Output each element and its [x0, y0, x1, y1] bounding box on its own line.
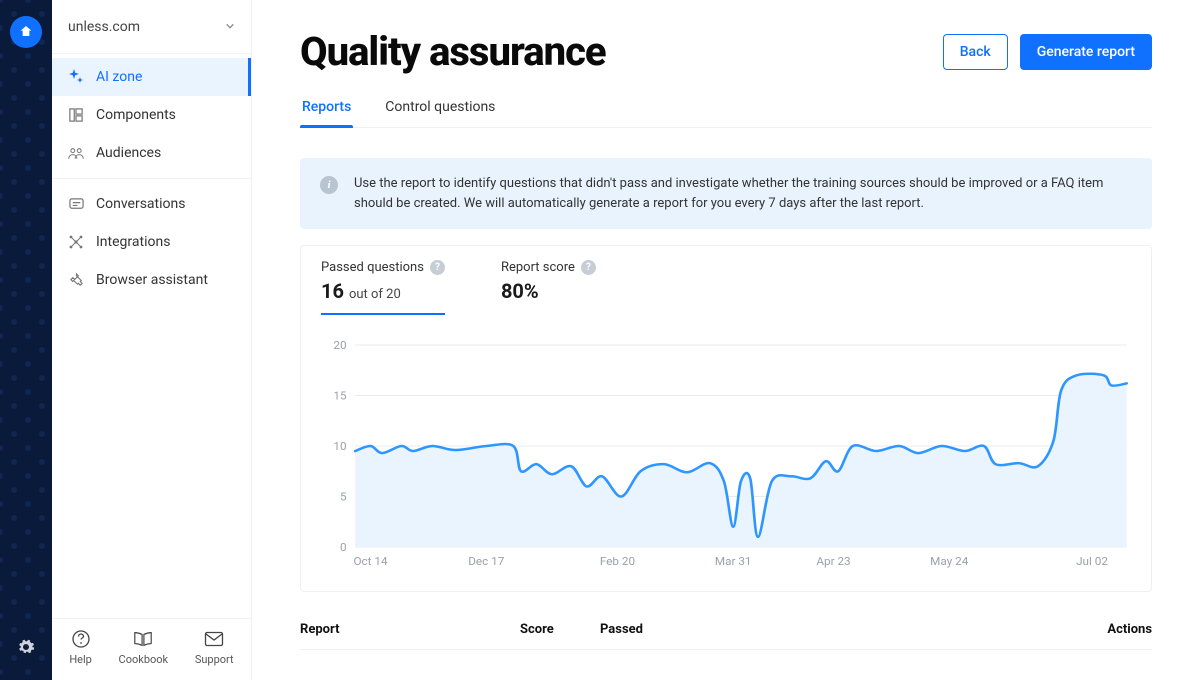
sidebar-footer: Help Cookbook Support	[52, 618, 251, 680]
sidebar-item-label: Browser assistant	[96, 272, 208, 288]
logo-icon	[18, 24, 34, 40]
integrations-icon	[68, 234, 84, 250]
page-title: Quality assurance	[300, 28, 606, 75]
mail-icon	[204, 629, 224, 649]
sparkle-icon	[68, 69, 84, 85]
svg-text:10: 10	[333, 439, 346, 453]
svg-text:5: 5	[340, 490, 347, 504]
settings-button[interactable]	[17, 638, 35, 660]
svg-text:0: 0	[340, 540, 347, 554]
th-passed: Passed	[600, 622, 680, 637]
svg-text:Apr 23: Apr 23	[816, 554, 850, 568]
info-banner: i Use the report to identify questions t…	[300, 158, 1152, 229]
th-actions: Actions	[1072, 622, 1152, 637]
sidebar-item-browser-assistant[interactable]: Browser assistant	[52, 261, 251, 299]
footer-label: Cookbook	[119, 653, 169, 666]
sidebar-item-label: Integrations	[96, 234, 170, 250]
tabs: Reports Control questions	[300, 89, 1152, 128]
chat-icon	[68, 196, 84, 212]
site-selector[interactable]: unless.com	[52, 0, 251, 54]
components-icon	[68, 107, 84, 123]
footer-label: Help	[69, 653, 92, 666]
sidebar-item-audiences[interactable]: Audiences	[52, 134, 251, 172]
svg-text:Oct 14: Oct 14	[353, 554, 388, 568]
metric-score[interactable]: Report score ? 80%	[501, 260, 596, 313]
th-score: Score	[520, 622, 600, 637]
metric-value: 16	[321, 279, 344, 303]
sidebar-item-components[interactable]: Components	[52, 96, 251, 134]
site-name: unless.com	[68, 19, 140, 35]
svg-text:Dec 17: Dec 17	[468, 554, 504, 568]
book-icon	[133, 629, 153, 649]
chart-panel: Passed questions ? 16 out of 20 Report s…	[300, 245, 1152, 592]
svg-text:May 24: May 24	[930, 554, 969, 568]
sidebar-item-label: AI zone	[96, 69, 142, 85]
metric-suffix: out of 20	[349, 287, 401, 302]
app-rail	[0, 0, 52, 680]
chevron-down-icon	[225, 19, 235, 35]
back-button[interactable]: Back	[943, 34, 1008, 70]
metric-label: Passed questions	[321, 260, 424, 275]
help-tooltip-icon[interactable]: ?	[581, 260, 596, 275]
sidebar-item-label: Audiences	[96, 145, 161, 161]
gear-icon	[17, 638, 35, 656]
svg-text:15: 15	[333, 389, 346, 403]
footer-label: Support	[195, 653, 234, 666]
chart: 0 5 10 15 20 Oct 14 Dec 17 Feb 20 Mar 31 Apr 23 Ma…	[321, 341, 1131, 571]
help-icon	[71, 629, 91, 649]
svg-text:Mar 31: Mar 31	[715, 554, 752, 568]
audiences-icon	[68, 145, 84, 161]
info-icon: i	[320, 176, 338, 194]
sidebar-item-conversations[interactable]: Conversations	[52, 185, 251, 223]
svg-text:20: 20	[333, 341, 346, 352]
app-logo[interactable]	[10, 16, 42, 48]
tab-control-questions[interactable]: Control questions	[383, 89, 497, 127]
svg-text:Jul 02: Jul 02	[1076, 554, 1108, 568]
metric-passed[interactable]: Passed questions ? 16 out of 20	[321, 260, 445, 313]
sidebar-item-integrations[interactable]: Integrations	[52, 223, 251, 261]
svg-text:Feb 20: Feb 20	[600, 554, 635, 568]
sidebar-item-label: Components	[96, 107, 176, 123]
metric-label: Report score	[501, 260, 575, 275]
th-report: Report	[300, 622, 520, 637]
info-text: Use the report to identify questions tha…	[354, 174, 1132, 213]
sidebar: unless.com AI zone Components Audiences …	[52, 0, 252, 680]
footer-support[interactable]: Support	[195, 629, 234, 666]
generate-report-button[interactable]: Generate report	[1020, 34, 1152, 70]
metric-value: 80%	[501, 279, 539, 303]
sidebar-item-label: Conversations	[96, 196, 185, 212]
footer-cookbook[interactable]: Cookbook	[119, 629, 169, 666]
help-tooltip-icon[interactable]: ?	[430, 260, 445, 275]
footer-help[interactable]: Help	[69, 629, 92, 666]
reports-table-header: Report Score Passed Actions	[300, 622, 1152, 650]
main-content: Quality assurance Back Generate report R…	[252, 0, 1200, 680]
sidebar-item-ai-zone[interactable]: AI zone	[52, 58, 251, 96]
extension-icon	[68, 272, 84, 288]
tab-reports[interactable]: Reports	[300, 89, 353, 127]
